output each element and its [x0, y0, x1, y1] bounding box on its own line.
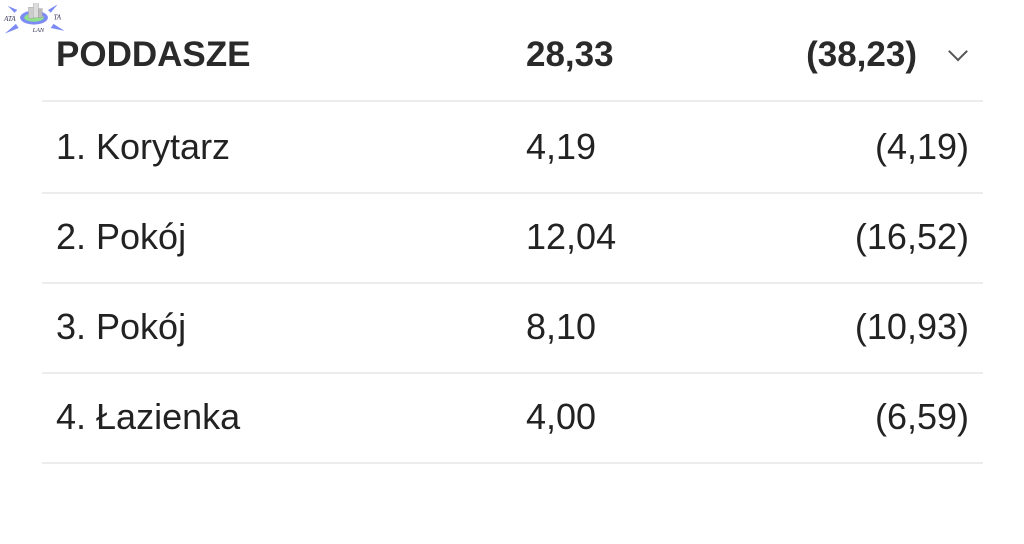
room-name: 1. Korytarz: [56, 126, 231, 167]
list-item: 2. Pokój 12,04 (16,52): [42, 192, 983, 284]
section-total: (38,23): [806, 35, 917, 74]
section-header-poddasze[interactable]: PODDASZE 28,33 (38,23): [42, 10, 983, 102]
room-area: 4,19: [526, 126, 597, 167]
section-name: PODDASZE: [56, 35, 251, 74]
room-area: 8,10: [526, 306, 597, 347]
logo-text-bottom: LAN: [32, 27, 45, 34]
room-area: 4,00: [526, 396, 597, 437]
list-item: 3. Pokój 8,10 (10,93): [42, 282, 983, 374]
room-area: 12,04: [526, 216, 617, 257]
logo-text-right: TA: [53, 14, 61, 22]
section-area: 28,33: [526, 35, 614, 74]
atalanta-logo: ATA TA LAN: [3, 3, 65, 34]
room-name: 4. Łazienka: [56, 396, 241, 437]
room-total: (4,19): [874, 126, 969, 167]
logo-text-left: ATA: [3, 15, 16, 23]
room-name: 3. Pokój: [56, 306, 187, 347]
room-total: (6,59): [874, 396, 969, 437]
list-item: 1. Korytarz 4,19 (4,19): [42, 102, 983, 194]
room-total: (16,52): [854, 216, 969, 257]
room-total: (10,93): [854, 306, 969, 347]
room-name: 2. Pokój: [56, 216, 187, 257]
chevron-down-icon[interactable]: [948, 41, 968, 62]
list-item: 4. Łazienka 4,00 (6,59): [42, 372, 983, 464]
